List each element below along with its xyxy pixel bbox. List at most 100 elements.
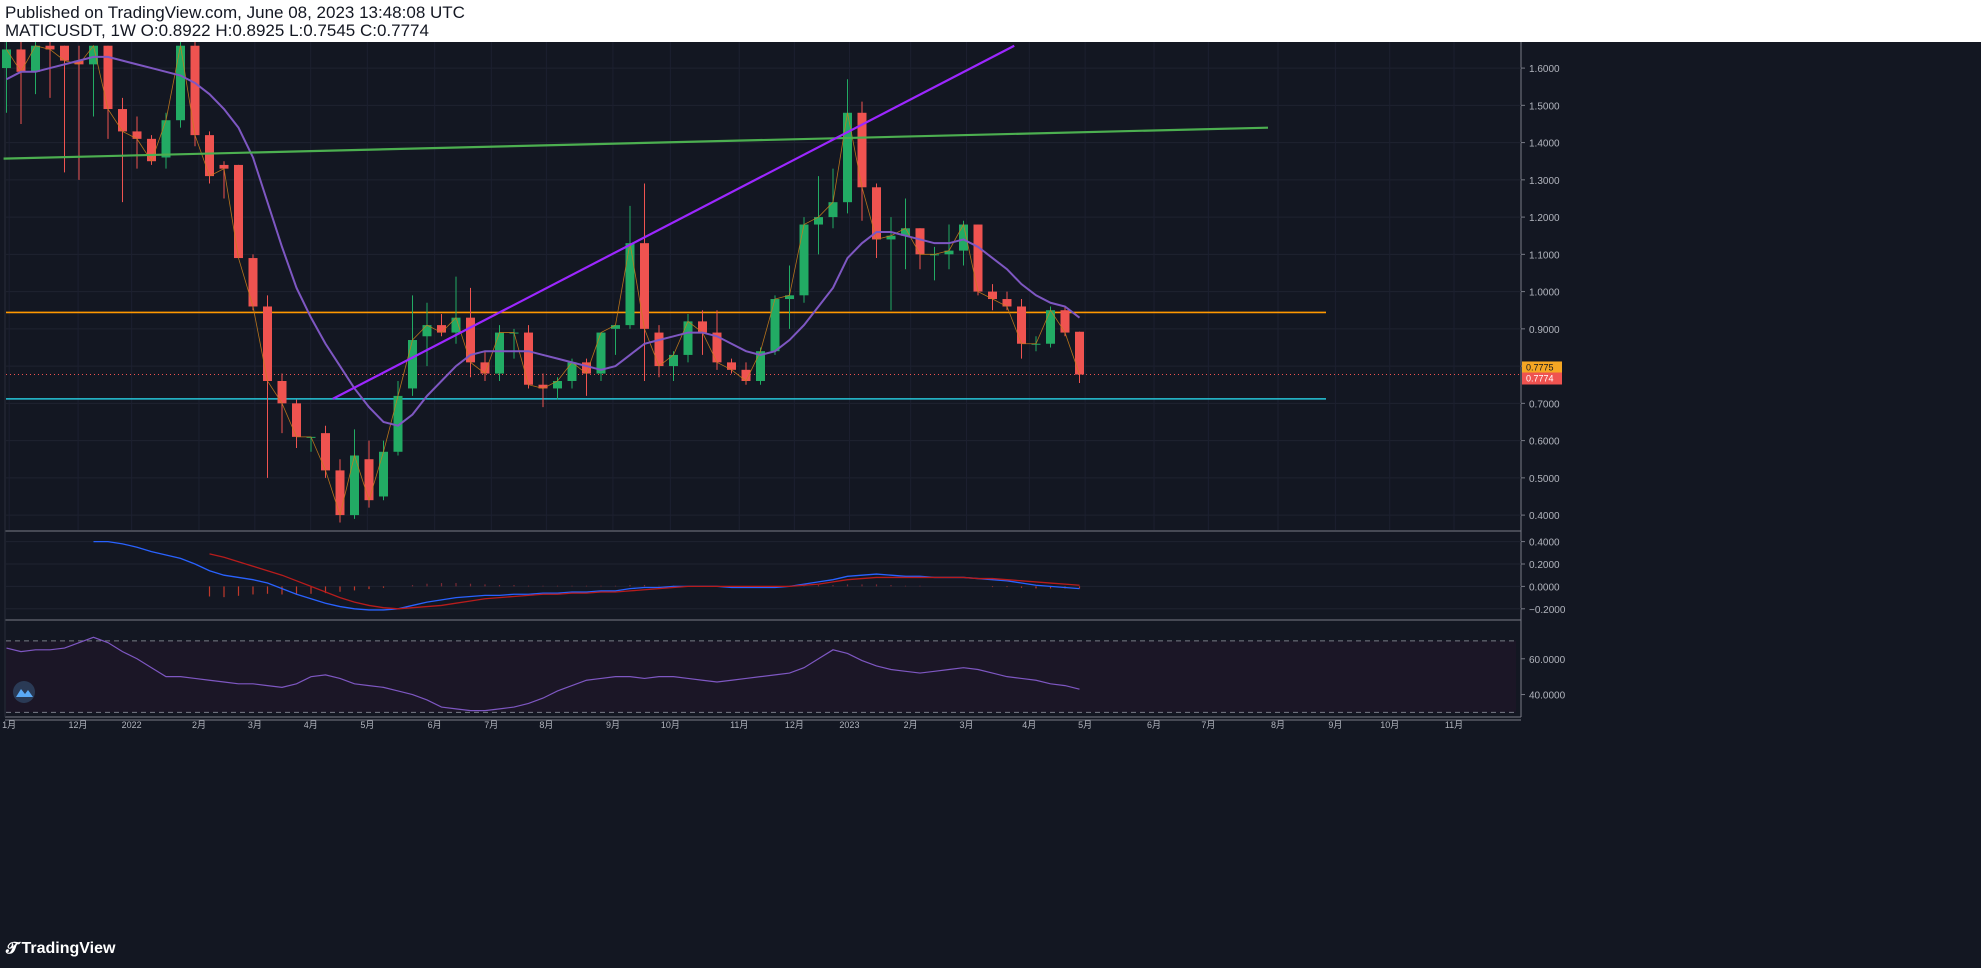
rsi-tick-label: 40.0000 (1529, 691, 1566, 702)
candle-body (901, 228, 910, 236)
published-caption: Published on TradingView.com, June 08, 2… (5, 3, 465, 22)
macd-pane: 0.4000 0.2000 0.0000 −0.2000 (6, 538, 1566, 616)
price-tick-label: 1.1000 (1529, 250, 1560, 261)
symbol-ohlc-line: MATICUSDT, 1W O:0.8922 H:0.8925 L:0.7545… (5, 21, 429, 40)
candle-body (45, 45, 55, 50)
tradingview-logo[interactable]: 𝓣 TradingView (6, 940, 115, 958)
candle-body (640, 243, 649, 329)
candle-body (437, 325, 446, 333)
time-tick-label: 5月 (360, 720, 374, 730)
price-tick-label: 1.4000 (1529, 139, 1560, 150)
price-tick-label: 0.4000 (1529, 511, 1560, 522)
time-tick-label: 10月 (1380, 720, 1399, 730)
candle-body (1060, 310, 1070, 333)
time-tick-label: 5月 (1078, 720, 1092, 730)
candle-body (988, 291, 997, 300)
candle-body (277, 380, 287, 404)
candle-body (451, 317, 461, 333)
time-tick-label: 7月 (484, 720, 498, 730)
chart-header: Published on TradingView.com, June 08, 2… (0, 0, 1981, 42)
candle-body (872, 187, 881, 240)
time-tick-label: 2023 (839, 720, 859, 730)
time-tick-label: 9月 (1328, 720, 1342, 730)
candle-body (785, 295, 794, 300)
chart-frame[interactable]: 0.4000 0.2000 0.0000 −0.2000 60.0000 40.0000… (0, 30, 1981, 930)
time-tick-label: 12月 (785, 720, 804, 730)
candle-body (480, 362, 490, 374)
candle-body (2, 49, 11, 69)
time-tick-label: 12月 (69, 720, 88, 730)
time-tick-label: 11月 (730, 720, 748, 730)
candle-body (944, 250, 954, 255)
candle-body (683, 321, 693, 355)
price-tick-label: 1.2000 (1529, 213, 1560, 224)
time-tick-label: 2月 (904, 720, 918, 730)
candle-body (915, 228, 925, 255)
candle-body (292, 403, 301, 437)
close-line (6, 44, 1080, 517)
footer: 𝓣 TradingView (0, 930, 1981, 968)
candle-body (698, 321, 707, 333)
candle-body (857, 112, 867, 188)
candle-body (727, 362, 736, 370)
price-axis: 1.6000 1.5000 1.4000 1.3000 1.2000 1.1000 1.00… (1521, 64, 1562, 522)
chart-svg[interactable]: 0.4000 0.2000 0.0000 −0.2000 60.0000 40.0000… (0, 30, 1981, 930)
candle-body (393, 395, 403, 452)
candle-body (756, 351, 765, 381)
candle-body (741, 369, 751, 381)
candle-body (567, 362, 577, 381)
time-tick-label: 6月 (428, 720, 442, 730)
candle-body (973, 224, 983, 292)
time-tick-label: 11月 (1445, 720, 1463, 730)
candle-body (60, 45, 69, 61)
candle-body (814, 217, 823, 225)
candle-body (959, 224, 968, 251)
horizontal-levels (6, 311, 1521, 400)
price-tick-label: 1.0000 (1529, 288, 1560, 299)
macd-line (93, 540, 1080, 611)
purple-trendline (332, 44, 1015, 400)
candle-body (176, 45, 185, 121)
signal-line (209, 553, 1080, 610)
candle-body (219, 164, 229, 169)
candle-body (799, 224, 809, 296)
candle-body (364, 459, 374, 501)
time-tick-label: 4月 (1022, 720, 1036, 730)
rsi-line (6, 636, 1080, 712)
green-trendline (3, 126, 1269, 160)
candlesticks (2, 30, 1084, 523)
candle-body (321, 433, 330, 471)
candle-body (132, 131, 142, 139)
candle-body (1031, 343, 1041, 345)
candle-body (828, 202, 838, 218)
candle-body (16, 49, 26, 72)
candle-body (495, 332, 504, 374)
price-tick-label: 0.7000 (1529, 399, 1560, 410)
tv-badge-circle (13, 681, 35, 703)
candle-body (74, 60, 84, 65)
time-tick-label: 2月 (192, 720, 206, 730)
candle-body (712, 332, 722, 363)
time-tick-label: 8月 (1271, 720, 1285, 730)
candle-body (350, 455, 359, 516)
candle-body (843, 112, 852, 203)
price-tick-label: 1.5000 (1529, 101, 1560, 112)
cloud-icon (16, 689, 33, 697)
candle-body (669, 354, 678, 367)
last-price-tag (1522, 372, 1562, 385)
candle-body (422, 325, 432, 337)
candle-body (886, 235, 896, 240)
brand-text: TradingView (21, 940, 116, 957)
candle-body (1017, 306, 1026, 344)
rsi-tick-label: 60.0000 (1529, 655, 1566, 666)
candle-body (234, 164, 243, 259)
time-tick-label: 3月 (248, 720, 262, 730)
candle-body (654, 332, 664, 367)
time-tick-label: 4月 (304, 720, 318, 730)
candle-body (379, 451, 388, 497)
candle-body (205, 135, 214, 177)
trendlines (3, 44, 1269, 400)
candle-body (466, 317, 475, 363)
candle-body (1046, 310, 1055, 344)
time-tick-label: 3月 (960, 720, 974, 730)
